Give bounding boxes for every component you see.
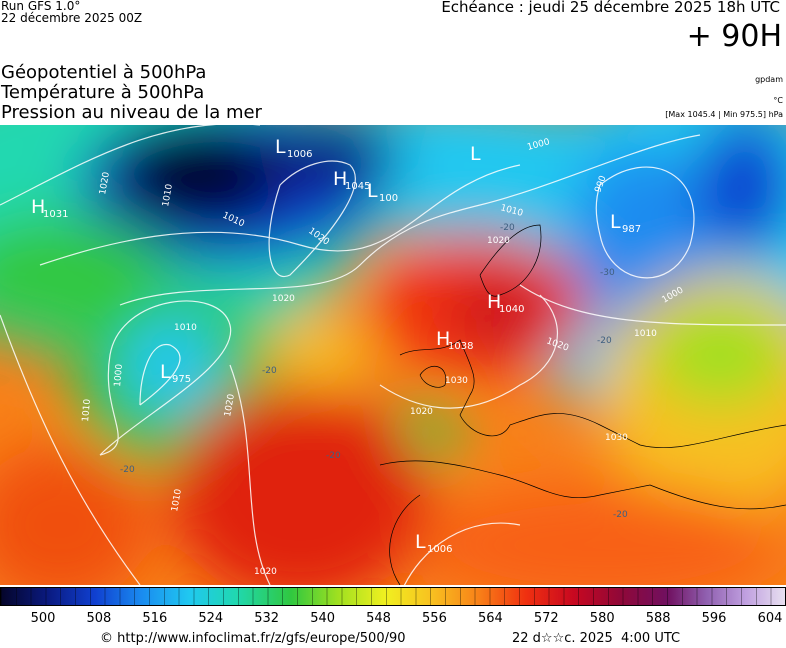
colorbar-label: 548 xyxy=(366,611,391,626)
pressure-symbol: L xyxy=(367,180,378,202)
isobar-label: 1020 xyxy=(98,171,112,196)
unit: [Max 1045.4 | Min 975.5] hPa xyxy=(665,110,783,119)
valid-time: Echéance : jeudi 25 décembre 2025 18h UT… xyxy=(441,0,780,16)
pressure-symbol: L xyxy=(275,136,286,158)
pressure-value: 100 xyxy=(379,193,398,204)
temperature-label: -20 xyxy=(120,465,135,475)
lead-time: + 90H xyxy=(686,19,782,54)
coastlines xyxy=(379,224,786,585)
colorbar-label: 532 xyxy=(254,611,280,626)
pressure-value: 1006 xyxy=(427,544,452,555)
isobars xyxy=(0,125,786,585)
isobar-label: 1020 xyxy=(223,393,237,418)
title: Géopotentiel à 500hPa xyxy=(1,62,207,83)
isobar-label: 1030 xyxy=(605,433,628,443)
isobar-label: 1010 xyxy=(161,183,175,208)
isobar-label: 1020 xyxy=(272,294,295,304)
pressure-symbol: L xyxy=(160,361,171,383)
isobar-label: 1020 xyxy=(254,567,277,577)
pressure-value: 1006 xyxy=(287,149,312,160)
temperature-label: -30 xyxy=(600,268,615,278)
pressure-value: 1045 xyxy=(345,181,370,192)
pressure-value: 987 xyxy=(622,224,641,235)
pressure-symbol: H xyxy=(436,328,450,350)
pressure-symbol: L xyxy=(470,143,481,165)
pressure-value: 1038 xyxy=(448,341,473,352)
isobar-label: 1030 xyxy=(445,376,468,386)
isobar-label: 1020 xyxy=(487,236,510,246)
colorbar-label: 540 xyxy=(310,611,336,626)
isobar-label: 1000 xyxy=(113,363,125,387)
pressure-value: 1031 xyxy=(43,209,68,220)
temperature-label: -20 xyxy=(500,223,515,233)
pressure-symbol: H xyxy=(31,196,45,218)
colorbar-label: 604 xyxy=(757,611,783,626)
colorbar-label: 524 xyxy=(198,611,224,626)
colorbar-label: 596 xyxy=(701,611,727,626)
isobar-label: 1010 xyxy=(170,488,184,513)
pressure-value: 975 xyxy=(172,374,191,385)
temperature-label: -20 xyxy=(326,451,341,461)
generated: 22 d☆☆c. 2025 4:00 UTC xyxy=(512,631,681,646)
pressure-symbol: H xyxy=(487,291,501,313)
colorbar-label: 572 xyxy=(533,611,559,626)
colorbar-label: 500 xyxy=(30,611,56,626)
pressure-value: 1040 xyxy=(499,304,524,315)
pressure-symbol: L xyxy=(610,211,621,233)
unit: °C xyxy=(773,96,783,105)
colorbar-label: 580 xyxy=(589,611,615,626)
run-date: 22 décembre 2025 00Z xyxy=(1,11,143,25)
isobar-label: 1020 xyxy=(410,407,433,417)
isobar-label: 1010 xyxy=(81,398,93,422)
run: Run GFS 1.0° xyxy=(1,0,81,13)
temperature-label: -20 xyxy=(613,510,628,520)
pressure-symbol: L xyxy=(415,531,426,553)
isobar-label: 1010 xyxy=(634,329,657,339)
colorbar-label: 588 xyxy=(645,611,671,626)
colorbar-label: 556 xyxy=(422,611,447,626)
isobar-label: 1010 xyxy=(174,323,197,333)
pressure-symbol: H xyxy=(333,168,347,190)
colorbar xyxy=(0,587,786,606)
colorbar-label: 508 xyxy=(86,611,112,626)
title: Pression au niveau de la mer xyxy=(1,102,262,123)
temperature-label: -20 xyxy=(597,336,612,346)
colorbar-label: 516 xyxy=(142,611,168,626)
colorbar-label: 564 xyxy=(477,611,503,626)
source: © http://www.infoclimat.fr/z/gfs/europe/… xyxy=(100,631,406,646)
title: Température à 500hPa xyxy=(1,82,205,103)
unit: gpdam xyxy=(755,75,783,84)
temperature-label: -20 xyxy=(262,366,277,376)
